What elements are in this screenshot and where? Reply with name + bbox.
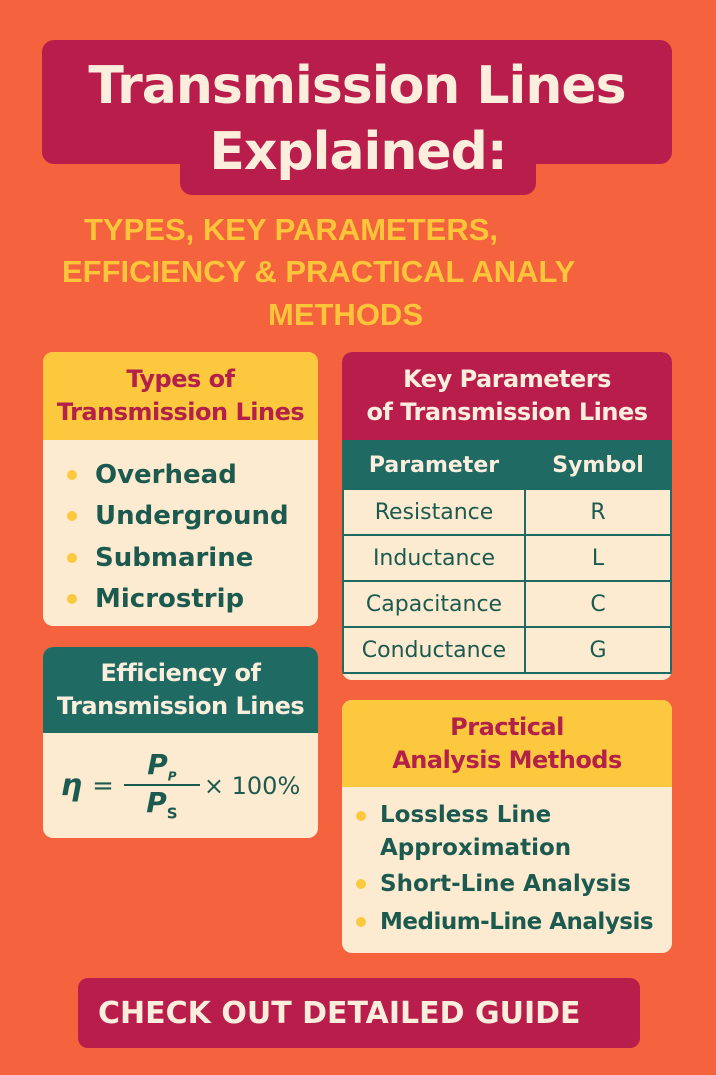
types-card: Types of Transmission Lines Overhead Und…: [43, 352, 318, 626]
methods-heading-line1: Practical: [450, 712, 564, 741]
table-header-row: Parameter Symbol: [342, 440, 672, 490]
list-item: Microstrip: [67, 579, 318, 621]
parameters-card: Key Parameters of Transmission Lines Par…: [342, 352, 672, 680]
subtitle-line3: METHODS: [268, 297, 423, 332]
subtitle-line1: TYPES, KEY PARAMETERS,: [84, 212, 498, 247]
bullet-icon: [67, 511, 77, 522]
method-label: Medium-Line Analysis: [380, 909, 654, 935]
list-item: Submarine: [67, 537, 318, 579]
types-heading: Types of Transmission Lines: [43, 352, 318, 440]
formula-fraction: PP PS: [123, 748, 200, 823]
table-row: Capacitance C: [342, 580, 672, 628]
types-heading-line1: Types of: [126, 365, 235, 393]
list-item: Medium-Line Analysis: [356, 903, 672, 941]
methods-list: Lossless Line Approximation Short-Line A…: [342, 787, 672, 941]
type-label: Microstrip: [95, 584, 245, 615]
type-label: Overhead: [95, 459, 237, 490]
parameter-cell: Capacitance: [342, 580, 526, 628]
method-label: Short-Line Analysis: [380, 871, 631, 897]
bullet-icon: [67, 552, 77, 563]
bullet-icon: [67, 594, 77, 605]
methods-heading-line2: Analysis Methods: [392, 745, 622, 774]
formula-multiplier: × 100%: [203, 771, 301, 800]
type-label: Underground: [95, 501, 289, 532]
parameters-heading-line2: of Transmission Lines: [366, 398, 648, 426]
column-header: Symbol: [524, 440, 672, 490]
subtitle-line2: EFFICIENCY & PRACTICAL ANALY: [62, 254, 576, 289]
detailed-guide-button[interactable]: CHECK OUT DETAILED GUIDE: [78, 978, 640, 1048]
table-row: Resistance R: [342, 488, 672, 536]
bullet-icon: [67, 469, 77, 480]
symbol-cell: C: [524, 580, 672, 628]
list-item: Short-Line Analysis: [356, 865, 672, 903]
efficiency-heading-line2: Transmission Lines: [56, 692, 305, 720]
bullet-icon: [356, 811, 366, 821]
bullet-icon: [356, 879, 366, 889]
efficiency-card: Efficiency of Transmission Lines η = PP …: [43, 647, 318, 838]
methods-heading: Practical Analysis Methods: [342, 700, 672, 787]
efficiency-heading: Efficiency of Transmission Lines: [43, 647, 318, 733]
symbol-cell: R: [524, 488, 672, 536]
list-item: Overhead: [67, 454, 318, 496]
parameter-cell: Inductance: [342, 534, 526, 582]
symbol-cell: L: [524, 534, 672, 582]
efficiency-heading-line1: Efficiency of: [100, 659, 261, 687]
bullet-icon: [356, 917, 366, 927]
list-item: Lossless Line Approximation: [356, 799, 576, 865]
table-row: Conductance G: [342, 626, 672, 674]
formula-eta: η: [60, 768, 83, 803]
parameter-cell: Conductance: [342, 626, 526, 674]
page-title-line2: Explained:: [209, 122, 507, 182]
parameters-heading-line1: Key Parameters: [403, 365, 611, 393]
parameter-cell: Resistance: [342, 488, 526, 536]
types-list: Overhead Underground Submarine Microstri…: [43, 440, 318, 620]
table-row: Inductance L: [342, 534, 672, 582]
list-item: Underground: [67, 496, 318, 538]
method-label: Lossless Line Approximation: [380, 802, 572, 861]
methods-card: Practical Analysis Methods Lossless Line…: [342, 700, 672, 953]
symbol-cell: G: [524, 626, 672, 674]
types-heading-line2: Transmission Lines: [56, 398, 305, 426]
parameters-heading: Key Parameters of Transmission Lines: [342, 352, 672, 440]
efficiency-formula: η = PP PS × 100%: [43, 733, 318, 838]
type-label: Submarine: [95, 542, 254, 573]
parameters-table: Parameter Symbol Resistance R Inductance L…: [342, 440, 672, 674]
page-title-line1: Transmission Lines: [88, 56, 626, 116]
formula-denominator: PS: [146, 786, 178, 823]
title-box-2: [180, 120, 536, 195]
formula-equals: =: [92, 770, 114, 801]
column-header: Parameter: [342, 440, 526, 490]
formula-numerator: PP: [123, 748, 200, 786]
